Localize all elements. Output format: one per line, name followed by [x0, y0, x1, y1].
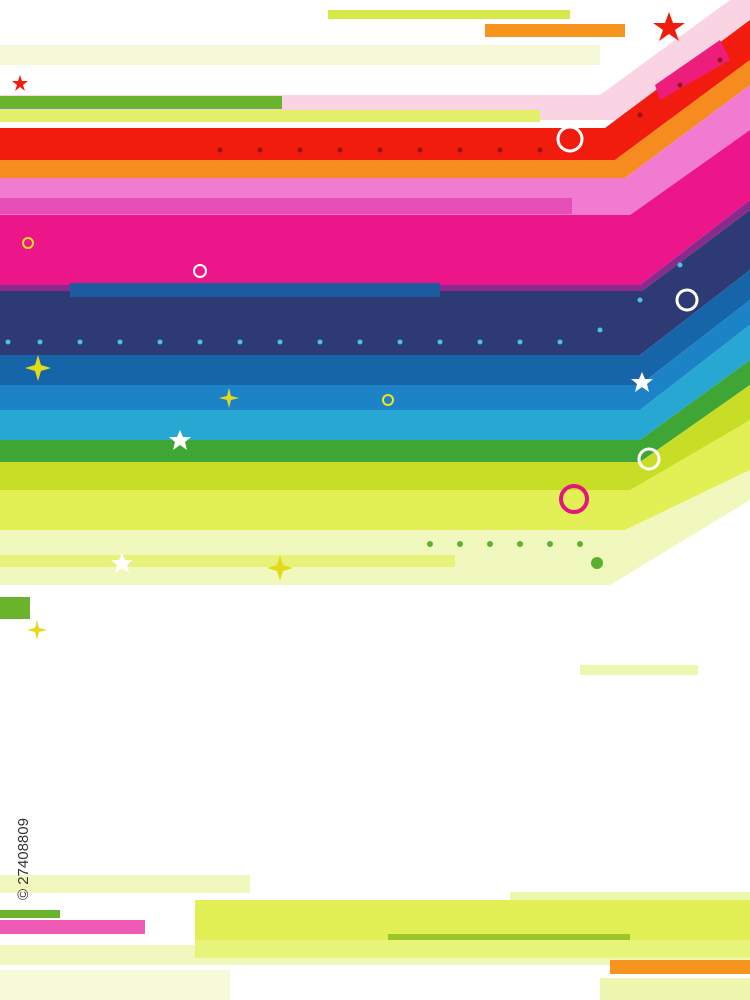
rainbow-stripes [0, 0, 750, 675]
rings [22, 125, 699, 934]
watermark-id: © 27408809 [15, 818, 32, 900]
stars [12, 12, 685, 640]
green-dots [427, 541, 603, 569]
dots [5, 262, 683, 345]
red-dots [217, 57, 723, 153]
bottom-stripes [0, 875, 750, 1000]
